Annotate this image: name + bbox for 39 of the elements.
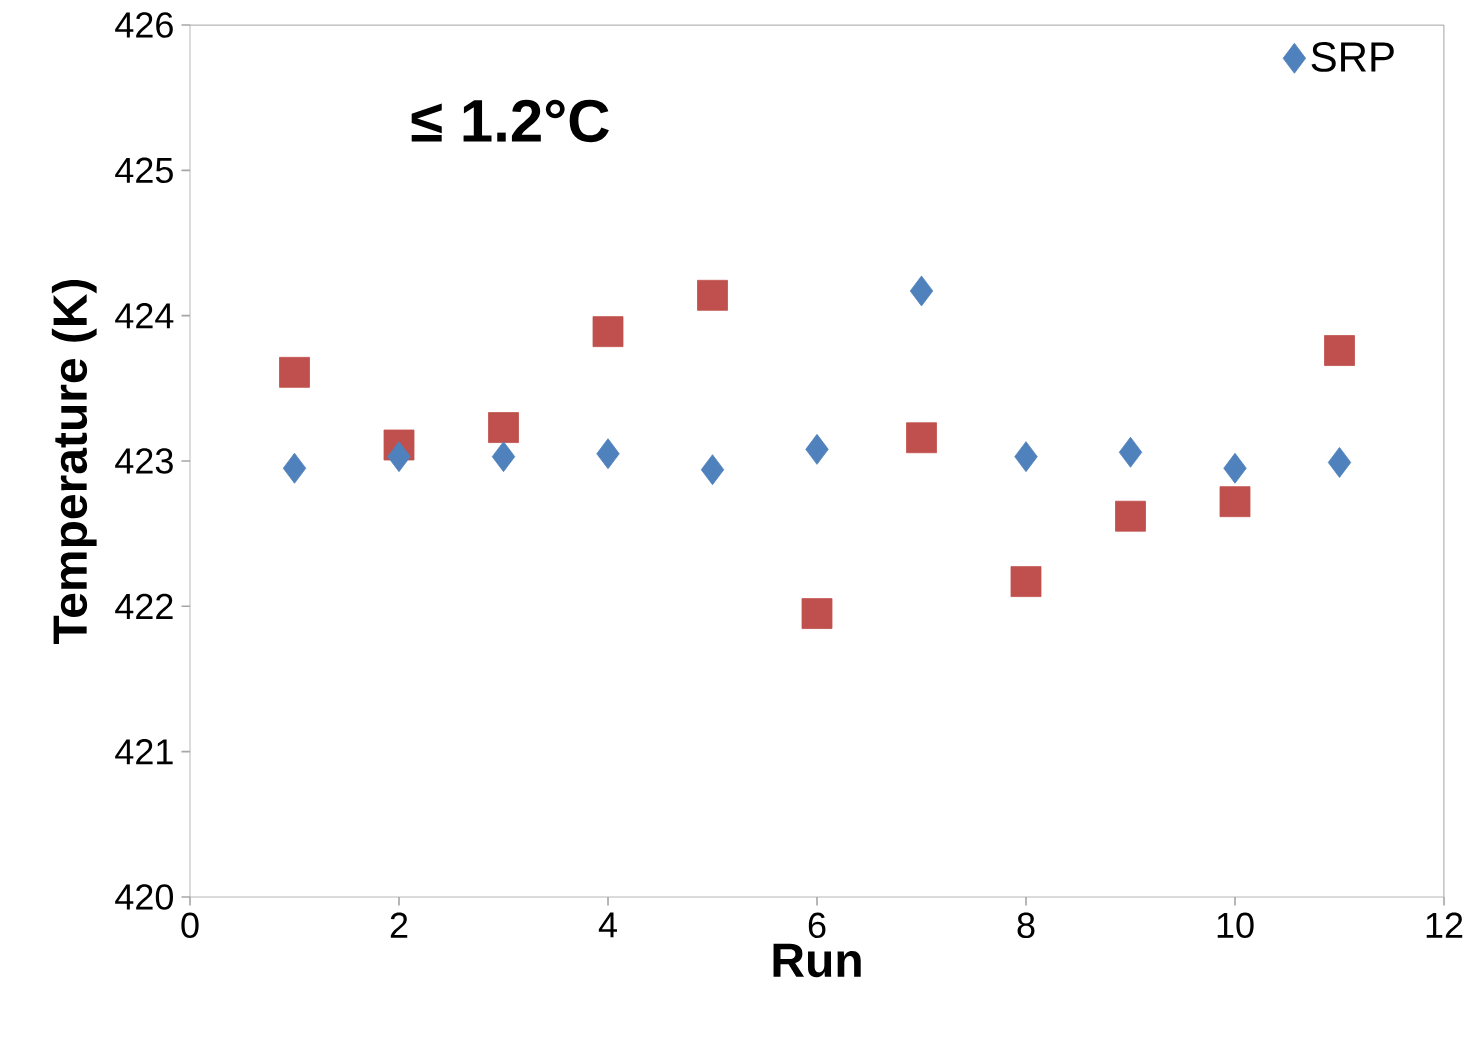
annotation: ≤ 1.2°C (411, 99, 609, 143)
point (282, 452, 307, 484)
point (1118, 436, 1143, 468)
x-tick-label: 10 (1217, 912, 1254, 939)
point (805, 433, 829, 465)
point (491, 441, 516, 473)
x-tick-label: 0 (181, 912, 199, 939)
point (1327, 447, 1352, 478)
point (1014, 441, 1038, 473)
point (279, 356, 310, 388)
x-axis-title: Run (773, 943, 861, 978)
y-tick-label: 422 (115, 593, 173, 619)
x-tick-label: 8 (1017, 912, 1035, 939)
point (592, 316, 624, 348)
point (1115, 500, 1146, 532)
point (700, 454, 725, 486)
point (909, 275, 934, 307)
point (1010, 566, 1042, 598)
y-tick-label: 420 (115, 884, 174, 910)
x-tick-label: 12 (1426, 912, 1463, 938)
point (488, 412, 519, 443)
point (1219, 486, 1251, 518)
y-tick-label: 425 (115, 157, 173, 184)
y-tick-label: 426 (115, 12, 173, 38)
point (387, 441, 411, 473)
point (1223, 452, 1247, 484)
legend-label: SRP (1311, 42, 1394, 72)
x-tick-label: 4 (598, 912, 617, 938)
y-tick-label: 423 (115, 448, 173, 474)
y-axis-title: Temperature (K) (51, 279, 97, 645)
y-tick-label: 424 (115, 303, 174, 329)
y-tick-label: 421 (115, 739, 173, 765)
point (801, 598, 833, 629)
point (697, 279, 728, 311)
point (906, 422, 937, 454)
point (1324, 335, 1355, 366)
point (596, 438, 620, 470)
x-tick-label: 6 (808, 912, 826, 939)
x-tick-label: 2 (390, 912, 408, 938)
